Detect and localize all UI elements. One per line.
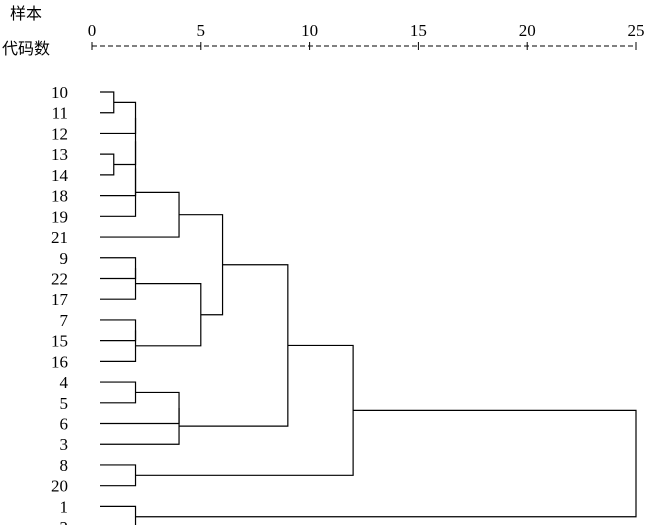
leaf-label: 2 xyxy=(60,518,69,525)
axis-tick-label: 15 xyxy=(410,21,427,40)
merge-link xyxy=(100,391,180,425)
leaf-label: 19 xyxy=(51,207,68,226)
code-count-header: 代码数 xyxy=(2,39,50,58)
leaf-label: 13 xyxy=(51,145,68,164)
leaf-label: 17 xyxy=(51,290,69,309)
merge-link xyxy=(100,168,137,217)
merge-link xyxy=(100,257,137,280)
leaf-labels: 10111213141819219221771516456382012 xyxy=(51,83,69,525)
leaf-label: 21 xyxy=(51,228,68,247)
axis-tick-label: 0 xyxy=(88,21,97,40)
leaf-label: 8 xyxy=(60,456,69,475)
merge-link xyxy=(100,153,115,176)
leaf-label: 10 xyxy=(51,83,68,102)
leaf-label: 6 xyxy=(60,415,69,434)
merge-link xyxy=(100,101,137,135)
leaf-label: 4 xyxy=(60,373,69,392)
merge-link xyxy=(113,117,137,166)
leaf-label: 18 xyxy=(51,187,68,206)
merge-link xyxy=(100,505,137,525)
leaf-label: 5 xyxy=(60,394,69,413)
axis-tick-label: 5 xyxy=(197,21,206,40)
leaf-label: 20 xyxy=(51,477,68,496)
merge-link xyxy=(100,330,137,362)
merge-link xyxy=(100,191,180,238)
leaf-label: 9 xyxy=(60,249,69,268)
leaf-label: 22 xyxy=(51,269,68,288)
leaf-label: 3 xyxy=(60,435,69,454)
merge-link xyxy=(100,268,137,300)
merge-link xyxy=(135,409,637,518)
merge-link xyxy=(100,381,137,404)
merge-link xyxy=(100,319,137,342)
merge-link xyxy=(135,344,354,476)
leaf-label: 11 xyxy=(52,104,68,123)
axis-tick-label: 25 xyxy=(628,21,645,40)
leaf-label: 14 xyxy=(51,166,69,185)
merge-link xyxy=(100,407,180,445)
merge-link xyxy=(100,464,137,487)
axis-tick-label: 10 xyxy=(301,21,318,40)
leaf-label: 16 xyxy=(51,352,68,371)
dendrogram-links xyxy=(100,91,637,525)
leaf-label: 12 xyxy=(51,124,68,143)
leaf-label: 15 xyxy=(51,332,68,351)
axis-tick-label: 20 xyxy=(519,21,536,40)
merge-link xyxy=(100,141,137,197)
leaf-label: 7 xyxy=(60,311,69,330)
merge-link xyxy=(135,283,202,347)
merge-link xyxy=(100,91,115,114)
sample-header: 样本 xyxy=(10,4,42,23)
distance-axis: 0 5 10 15 20 25 xyxy=(88,21,645,50)
leaf-label: 1 xyxy=(60,497,69,516)
